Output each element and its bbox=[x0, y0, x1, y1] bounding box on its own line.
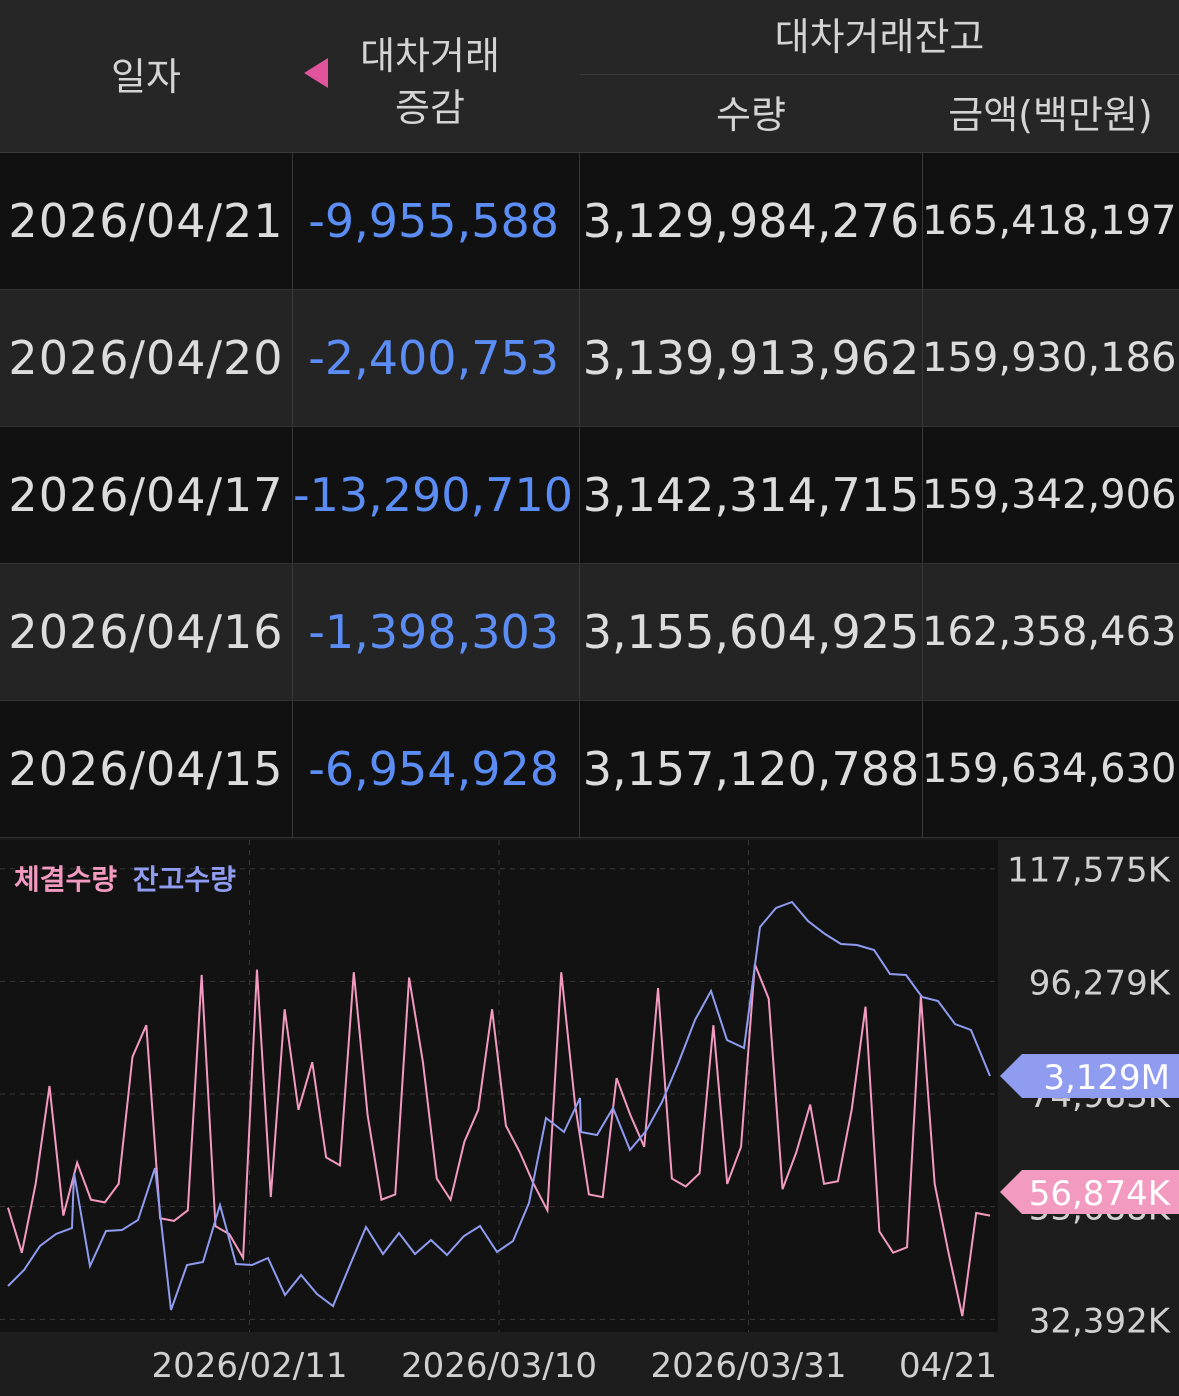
row-amount: 159,342,906 bbox=[922, 472, 1177, 518]
row-amount: 165,418,197 bbox=[922, 198, 1177, 244]
legend-balance: 잔고수량 bbox=[132, 863, 236, 896]
executed-volume-line bbox=[7, 963, 991, 1317]
row-quantity: 3,157,120,788 bbox=[580, 701, 923, 837]
row-quantity: 3,155,604,925 bbox=[580, 564, 923, 700]
balance-value-tag-text: 3,129M bbox=[1043, 1058, 1170, 1098]
header-date[interactable]: 일자 bbox=[111, 55, 181, 99]
header-balance: 대차거래잔고 bbox=[774, 15, 985, 59]
header-quantity[interactable]: 수량 bbox=[716, 93, 786, 137]
executed-value-tag-text: 56,874K bbox=[1029, 1174, 1172, 1214]
x-tick-label: 2026/02/11 bbox=[152, 1346, 348, 1386]
y-tick-label: 96,279K bbox=[1029, 963, 1172, 1003]
sort-left-icon[interactable] bbox=[304, 58, 328, 88]
row-change: -2,400,753 bbox=[292, 290, 580, 426]
row-quantity: 3,129,984,276 bbox=[580, 153, 923, 289]
x-axis-panel bbox=[0, 1332, 1179, 1396]
row-quantity: 3,142,314,715 bbox=[580, 427, 923, 563]
row-date: 2026/04/16 bbox=[8, 605, 284, 659]
y-tick-label: 32,392K bbox=[1029, 1301, 1172, 1341]
table-row[interactable]: 2026/04/17 -13,290,710 3,142,314,715 159… bbox=[0, 427, 1179, 564]
table-row[interactable]: 2026/04/20 -2,400,753 3,139,913,962 159,… bbox=[0, 290, 1179, 427]
header-change[interactable]: 대차거래 증감 bbox=[345, 30, 515, 134]
table-row[interactable]: 2026/04/16 -1,398,303 3,155,604,925 162,… bbox=[0, 564, 1179, 701]
row-change: -1,398,303 bbox=[292, 564, 580, 700]
table-header: 일자 대차거래 증감 대차거래잔고 수량 금액(백만원) bbox=[0, 0, 1179, 153]
x-tick-label: 2026/03/31 bbox=[651, 1346, 847, 1386]
y-tick-label: 117,575K bbox=[1007, 851, 1172, 891]
row-quantity: 3,139,913,962 bbox=[580, 290, 923, 426]
volume-chart[interactable]: 체결수량 잔고수량 117,575K96,279K74,983K53,688K3… bbox=[0, 840, 1179, 1396]
balance-volume-line bbox=[7, 900, 991, 1311]
row-amount: 159,634,630 bbox=[922, 746, 1177, 792]
y-axis-panel bbox=[998, 840, 1179, 1396]
executed-value-tag: 56,874K bbox=[1000, 1170, 1179, 1214]
balance-value-tag: 3,129M bbox=[1000, 1054, 1179, 1098]
row-date: 2026/04/15 bbox=[8, 742, 284, 796]
row-change: -13,290,710 bbox=[292, 427, 580, 563]
row-change: -6,954,928 bbox=[292, 701, 580, 837]
header-divider bbox=[580, 74, 1179, 75]
x-tick-label: 2026/03/10 bbox=[401, 1346, 597, 1386]
row-amount: 162,358,463 bbox=[922, 609, 1177, 655]
balance-value-tag-bg bbox=[1000, 1054, 1179, 1098]
header-change-line2: 증감 bbox=[395, 86, 465, 130]
table-row[interactable]: 2026/04/21 -9,955,588 3,129,984,276 165,… bbox=[0, 153, 1179, 290]
header-change-line1: 대차거래 bbox=[360, 34, 500, 78]
table-body: 2026/04/21 -9,955,588 3,129,984,276 165,… bbox=[0, 153, 1179, 838]
table-row[interactable]: 2026/04/15 -6,954,928 3,157,120,788 159,… bbox=[0, 701, 1179, 838]
header-amount[interactable]: 금액(백만원) bbox=[948, 93, 1153, 137]
row-change: -9,955,588 bbox=[292, 153, 580, 289]
legend-executed: 체결수량 bbox=[14, 863, 118, 896]
row-date: 2026/04/21 bbox=[8, 194, 284, 248]
row-date: 2026/04/17 bbox=[8, 468, 284, 522]
row-amount: 159,930,186 bbox=[922, 335, 1177, 381]
chart-canvas[interactable]: 117,575K96,279K74,983K53,688K32,392K2026… bbox=[0, 840, 1179, 1396]
chart-legend: 체결수량 잔고수량 bbox=[14, 858, 236, 898]
row-date: 2026/04/20 bbox=[8, 331, 284, 385]
x-tick-label: 04/21 bbox=[899, 1346, 997, 1386]
executed-value-tag-bg bbox=[1000, 1170, 1179, 1214]
